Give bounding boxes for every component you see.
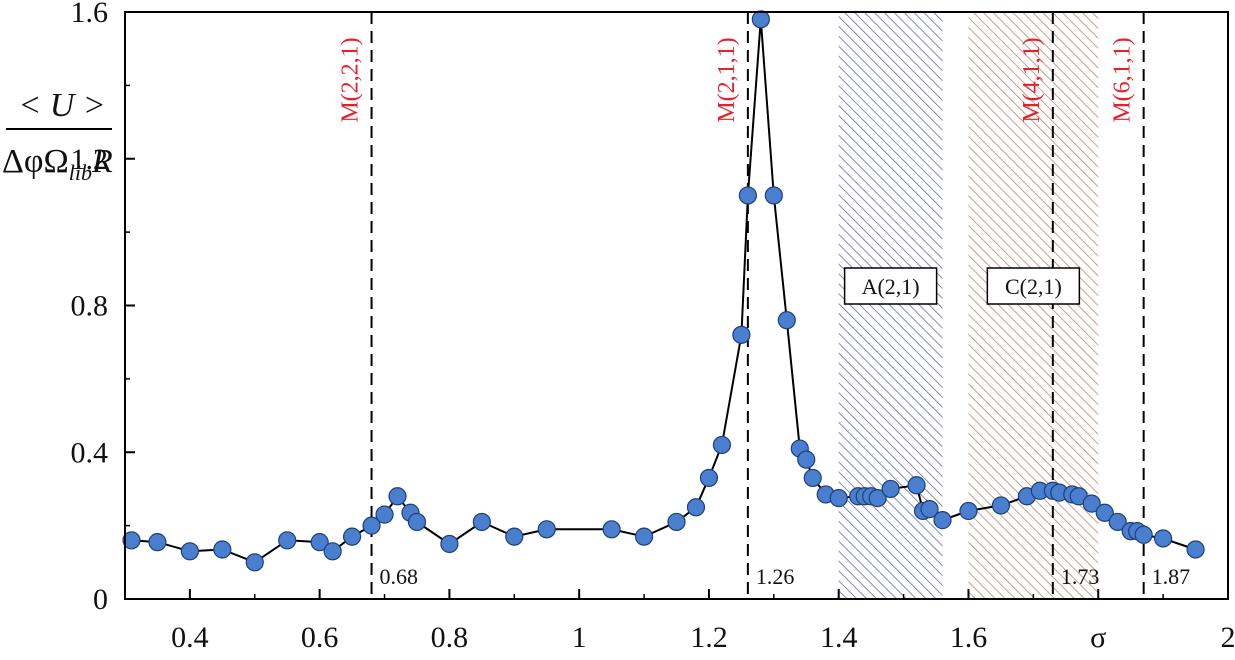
data-point (907, 476, 926, 495)
band-label-box-1 (843, 267, 938, 305)
data-point (440, 534, 459, 554)
data-point (699, 468, 719, 488)
vline-value-label-3: 1.73 (1061, 564, 1100, 589)
data-point (1186, 540, 1205, 559)
x-tick-label: σ (1090, 621, 1106, 654)
y-label-denominator-tail: R (91, 143, 113, 180)
vline-value-label-1: 0.68 (380, 564, 419, 589)
data-point (245, 553, 264, 572)
y-label-denominator-main: ΔφΩ (2, 143, 69, 180)
data-point (1154, 529, 1173, 548)
x-tick-label: 0.4 (171, 621, 209, 654)
y-label-denominator-sub: lib (69, 160, 92, 185)
y-tick-label: 0.8 (71, 290, 109, 323)
vertical-reference-lines: 0.68 M(2,2,1) 1.26 M(2,1,1) 1.73 M(4,1,1) 1.87… (338, 12, 1191, 599)
band-label-1: A(2,1) (862, 274, 920, 299)
data-point (959, 501, 978, 521)
x-tick-label: 0.8 (431, 621, 469, 654)
data-point (407, 512, 427, 532)
data-point (1082, 494, 1101, 513)
data-point (686, 498, 706, 517)
data-point (933, 511, 952, 530)
mode-label-3: M(4,1,1) (1019, 37, 1045, 122)
data-point (797, 450, 816, 469)
band-label-box-2 (986, 267, 1081, 305)
data-point (667, 512, 686, 532)
x-tick-label: 0.6 (301, 621, 339, 654)
y-label-numerator: < U > (18, 87, 105, 124)
mode-label-2: M(2,1,1) (714, 37, 740, 122)
data-point (732, 325, 751, 344)
data-point (505, 527, 524, 546)
vline-value-label-4: 1.87 (1152, 564, 1191, 589)
data-point (829, 489, 848, 508)
data-point (712, 435, 732, 455)
x-tick-label: 1.4 (820, 621, 858, 654)
data-point (122, 531, 141, 550)
band-labels: A(2,1) C(2,1) (843, 267, 1081, 305)
band-label-2: C(2,1) (1005, 274, 1062, 299)
data-point (537, 520, 556, 539)
x-tick-label: 1.2 (690, 621, 728, 654)
x-tick-label: 1.6 (950, 621, 988, 654)
data-point (920, 500, 939, 519)
data-point (323, 542, 342, 561)
mode-label-1: M(2,2,1) (338, 37, 364, 122)
x-tick-label: 2 (1221, 621, 1235, 654)
data-point (777, 311, 796, 330)
data-point (634, 527, 654, 546)
data-point (602, 520, 621, 539)
data-point (180, 542, 199, 561)
data-point (1095, 503, 1114, 522)
data-points (122, 10, 1205, 572)
y-axis: 0 0.4 0.8 1.2 1.6 (71, 0, 135, 616)
data-point (213, 540, 232, 559)
data-point (148, 533, 167, 552)
y-tick-label: 0.4 (71, 436, 109, 469)
y-tick-label: 0 (93, 583, 108, 616)
data-point (764, 186, 783, 205)
x-tick-label: 1 (572, 621, 587, 654)
data-point (991, 496, 1011, 515)
data-point (472, 512, 491, 532)
y-tick-label: 1.2 (71, 143, 109, 176)
data-point (375, 505, 394, 524)
data-point (738, 186, 757, 205)
data-point (868, 489, 887, 508)
data-point (881, 479, 900, 499)
data-point (1108, 512, 1127, 532)
y-tick-label: 1.6 (71, 0, 109, 29)
data-point (310, 533, 329, 552)
data-point (803, 468, 822, 488)
y-axis-label: < U > ΔφΩlibR (2, 87, 113, 185)
data-point (1134, 525, 1153, 544)
x-axis: 0.4 0.6 0.8 1 1.2 1.4 1.6 σ 2 (124, 589, 1235, 654)
data-point (342, 527, 362, 546)
data-point (751, 10, 770, 29)
vline-value-label-2: 1.26 (756, 564, 795, 589)
mode-label-4: M(6,1,1) (1110, 37, 1136, 122)
data-point (278, 531, 297, 550)
data-point (388, 487, 407, 506)
y-label-denominator: ΔφΩlibR (2, 143, 113, 185)
data-point (362, 516, 381, 535)
